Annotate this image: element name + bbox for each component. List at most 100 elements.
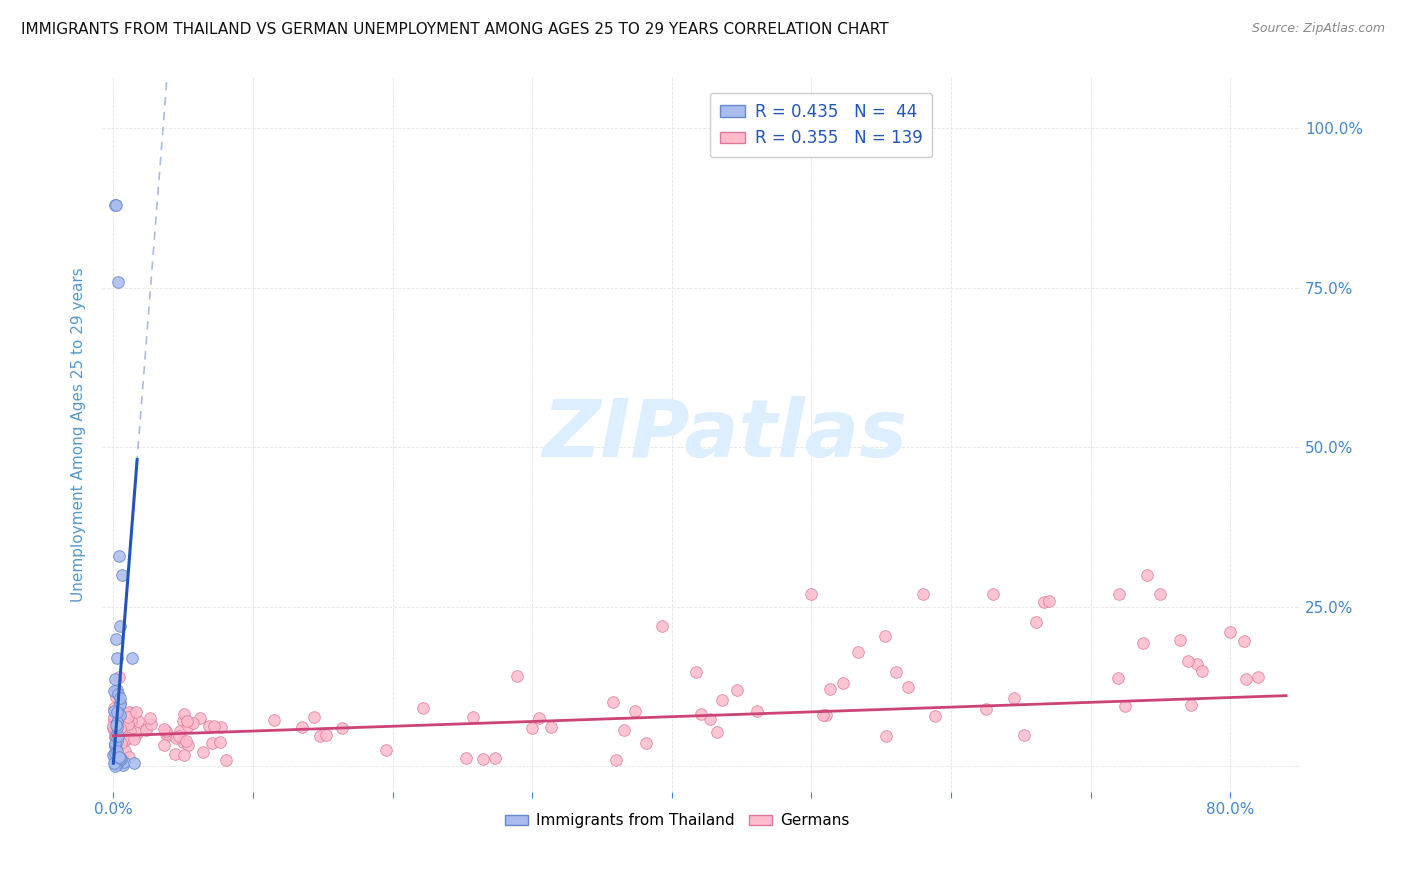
Point [105,198,128,212]
Point [1233,634,1256,648]
Point [105,706,128,720]
Point [104,729,127,743]
Point [1136,568,1159,582]
Point [188,710,211,724]
Point [107,687,129,701]
Point [108,708,131,723]
Point [924,708,946,723]
Point [117,710,139,724]
Point [202,718,225,732]
Point [122,731,145,746]
Point [108,721,131,735]
Point [107,706,129,721]
Point [912,587,935,601]
Point [118,750,141,764]
Point [105,757,128,772]
Point [118,705,141,719]
Point [108,619,131,633]
Point [209,720,232,734]
Point [105,715,128,730]
Point [177,719,200,733]
Point [141,717,163,731]
Point [105,651,128,665]
Point [155,723,177,738]
Point [104,736,127,750]
Point [685,665,707,679]
Point [818,681,841,696]
Point [114,744,136,758]
Point [1107,671,1129,685]
Point [875,729,897,743]
Point [104,747,127,761]
Point [104,742,127,756]
Point [105,750,128,764]
Text: ZIPatlas: ZIPatlas [543,396,907,474]
Point [1177,654,1199,668]
Point [105,720,128,734]
Point [1032,594,1054,608]
Point [710,692,733,706]
Point [111,568,134,582]
Y-axis label: Unemployment Among Ages 25 to 29 years: Unemployment Among Ages 25 to 29 years [72,268,86,602]
Point [108,690,131,705]
Point [201,736,224,750]
Point [209,735,232,749]
Point [163,747,186,761]
Point [103,704,125,718]
Point [124,706,146,720]
Point [172,735,194,749]
Point [165,731,187,745]
Point [103,713,125,727]
Point [181,716,204,731]
Point [107,722,129,736]
Point [107,702,129,716]
Point [167,729,190,743]
Point [215,753,238,767]
Point [520,721,543,735]
Point [121,714,143,729]
Point [107,729,129,743]
Point [110,711,132,725]
Point [108,549,131,563]
Point [375,743,398,757]
Point [107,711,129,725]
Point [1108,587,1130,601]
Point [112,755,135,769]
Point [105,714,128,729]
Point [1012,728,1035,742]
Point [1149,587,1171,601]
Point [110,725,132,739]
Point [1114,699,1136,714]
Point [846,644,869,658]
Point [412,701,434,715]
Point [725,683,748,698]
Point [103,684,125,698]
Point [121,651,143,665]
Point [127,726,149,740]
Point [112,734,135,748]
Point [103,756,125,771]
Point [155,727,177,741]
Point [105,632,128,646]
Point [108,698,131,713]
Point [104,739,127,754]
Point [103,756,125,771]
Text: IMMIGRANTS FROM THAILAND VS GERMAN UNEMPLOYMENT AMONG AGES 25 TO 29 YEARS CORREL: IMMIGRANTS FROM THAILAND VS GERMAN UNEMP… [21,22,889,37]
Point [1002,691,1025,706]
Point [814,707,837,722]
Point [104,753,127,767]
Point [103,721,125,735]
Point [111,718,134,732]
Point [1180,698,1202,712]
Point [107,275,129,289]
Point [103,723,125,737]
Point [120,706,142,721]
Point [605,753,627,767]
Point [103,748,125,763]
Point [1219,625,1241,640]
Point [309,729,332,743]
Point [1247,670,1270,684]
Point [651,619,673,633]
Point [897,680,920,694]
Point [117,723,139,737]
